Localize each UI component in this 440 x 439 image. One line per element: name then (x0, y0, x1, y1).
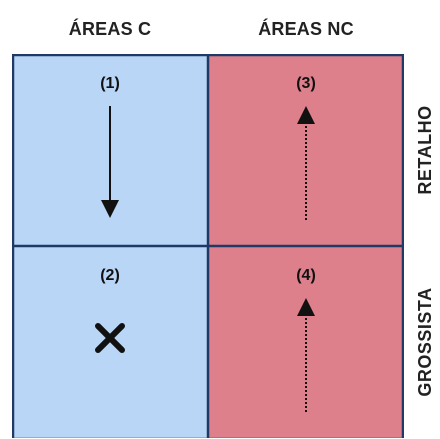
cell-areas-nc-retalho: (3) (208, 54, 404, 246)
row-label-grossista: GROSSISTA (415, 287, 435, 397)
cell-label-4: (4) (296, 267, 316, 284)
column-header-areas-c: ÁREAS C (68, 19, 152, 39)
cell-label-2: (2) (100, 267, 120, 284)
cell-label-3: (3) (296, 75, 316, 92)
column-header-areas-nc: ÁREAS NC (258, 19, 354, 39)
matrix-grid: (1) (3) (2) (4) (12, 54, 404, 438)
row-label-retalho: RETALHO (415, 105, 435, 195)
cell-label-1: (1) (100, 75, 120, 92)
cell-areas-c-grossista: (2) (12, 246, 208, 438)
cell-areas-c-retalho: (1) (12, 54, 208, 246)
cell-areas-nc-grossista: (4) (208, 246, 404, 438)
